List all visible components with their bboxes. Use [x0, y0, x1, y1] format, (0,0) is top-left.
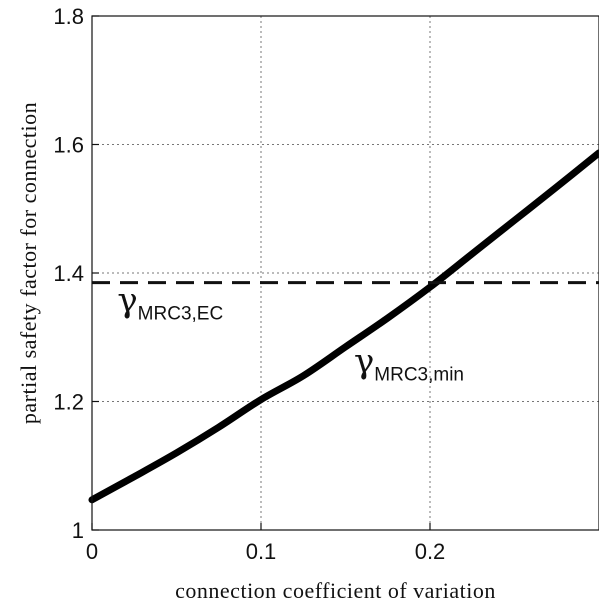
- annotation-subscript: MRC3,EC: [138, 304, 224, 325]
- x-tick-label: 0.1: [246, 539, 277, 564]
- annotation-label: γMRC3,min: [354, 342, 464, 386]
- x-tick-label: 0.2: [415, 539, 446, 564]
- y-tick-label: 1.2: [53, 390, 84, 415]
- y-tick-label: 1.4: [53, 261, 84, 286]
- y-tick-label: 1.8: [53, 4, 84, 29]
- annotation-label: γMRC3,EC: [117, 281, 223, 325]
- y-tick-label: 1.6: [53, 133, 84, 158]
- series-layer: [88, 149, 599, 504]
- annotation-subscript: MRC3,min: [374, 365, 464, 386]
- gamma-symbol: γ: [354, 342, 374, 382]
- curve-mrc3-min: [88, 149, 599, 504]
- x-axis-label: connection coefficient of variation: [175, 578, 496, 603]
- y-tick-label: 1: [72, 518, 84, 543]
- x-tick-label: 0: [86, 539, 98, 564]
- y-axis-label: partial safety factor for connection: [16, 102, 41, 424]
- grid: [92, 16, 599, 530]
- gamma-symbol: γ: [117, 281, 137, 321]
- y-ticks: 1 1.2 1.4 1.6 1.8: [53, 4, 99, 543]
- x-ticks: 0 0.1 0.2: [86, 523, 445, 564]
